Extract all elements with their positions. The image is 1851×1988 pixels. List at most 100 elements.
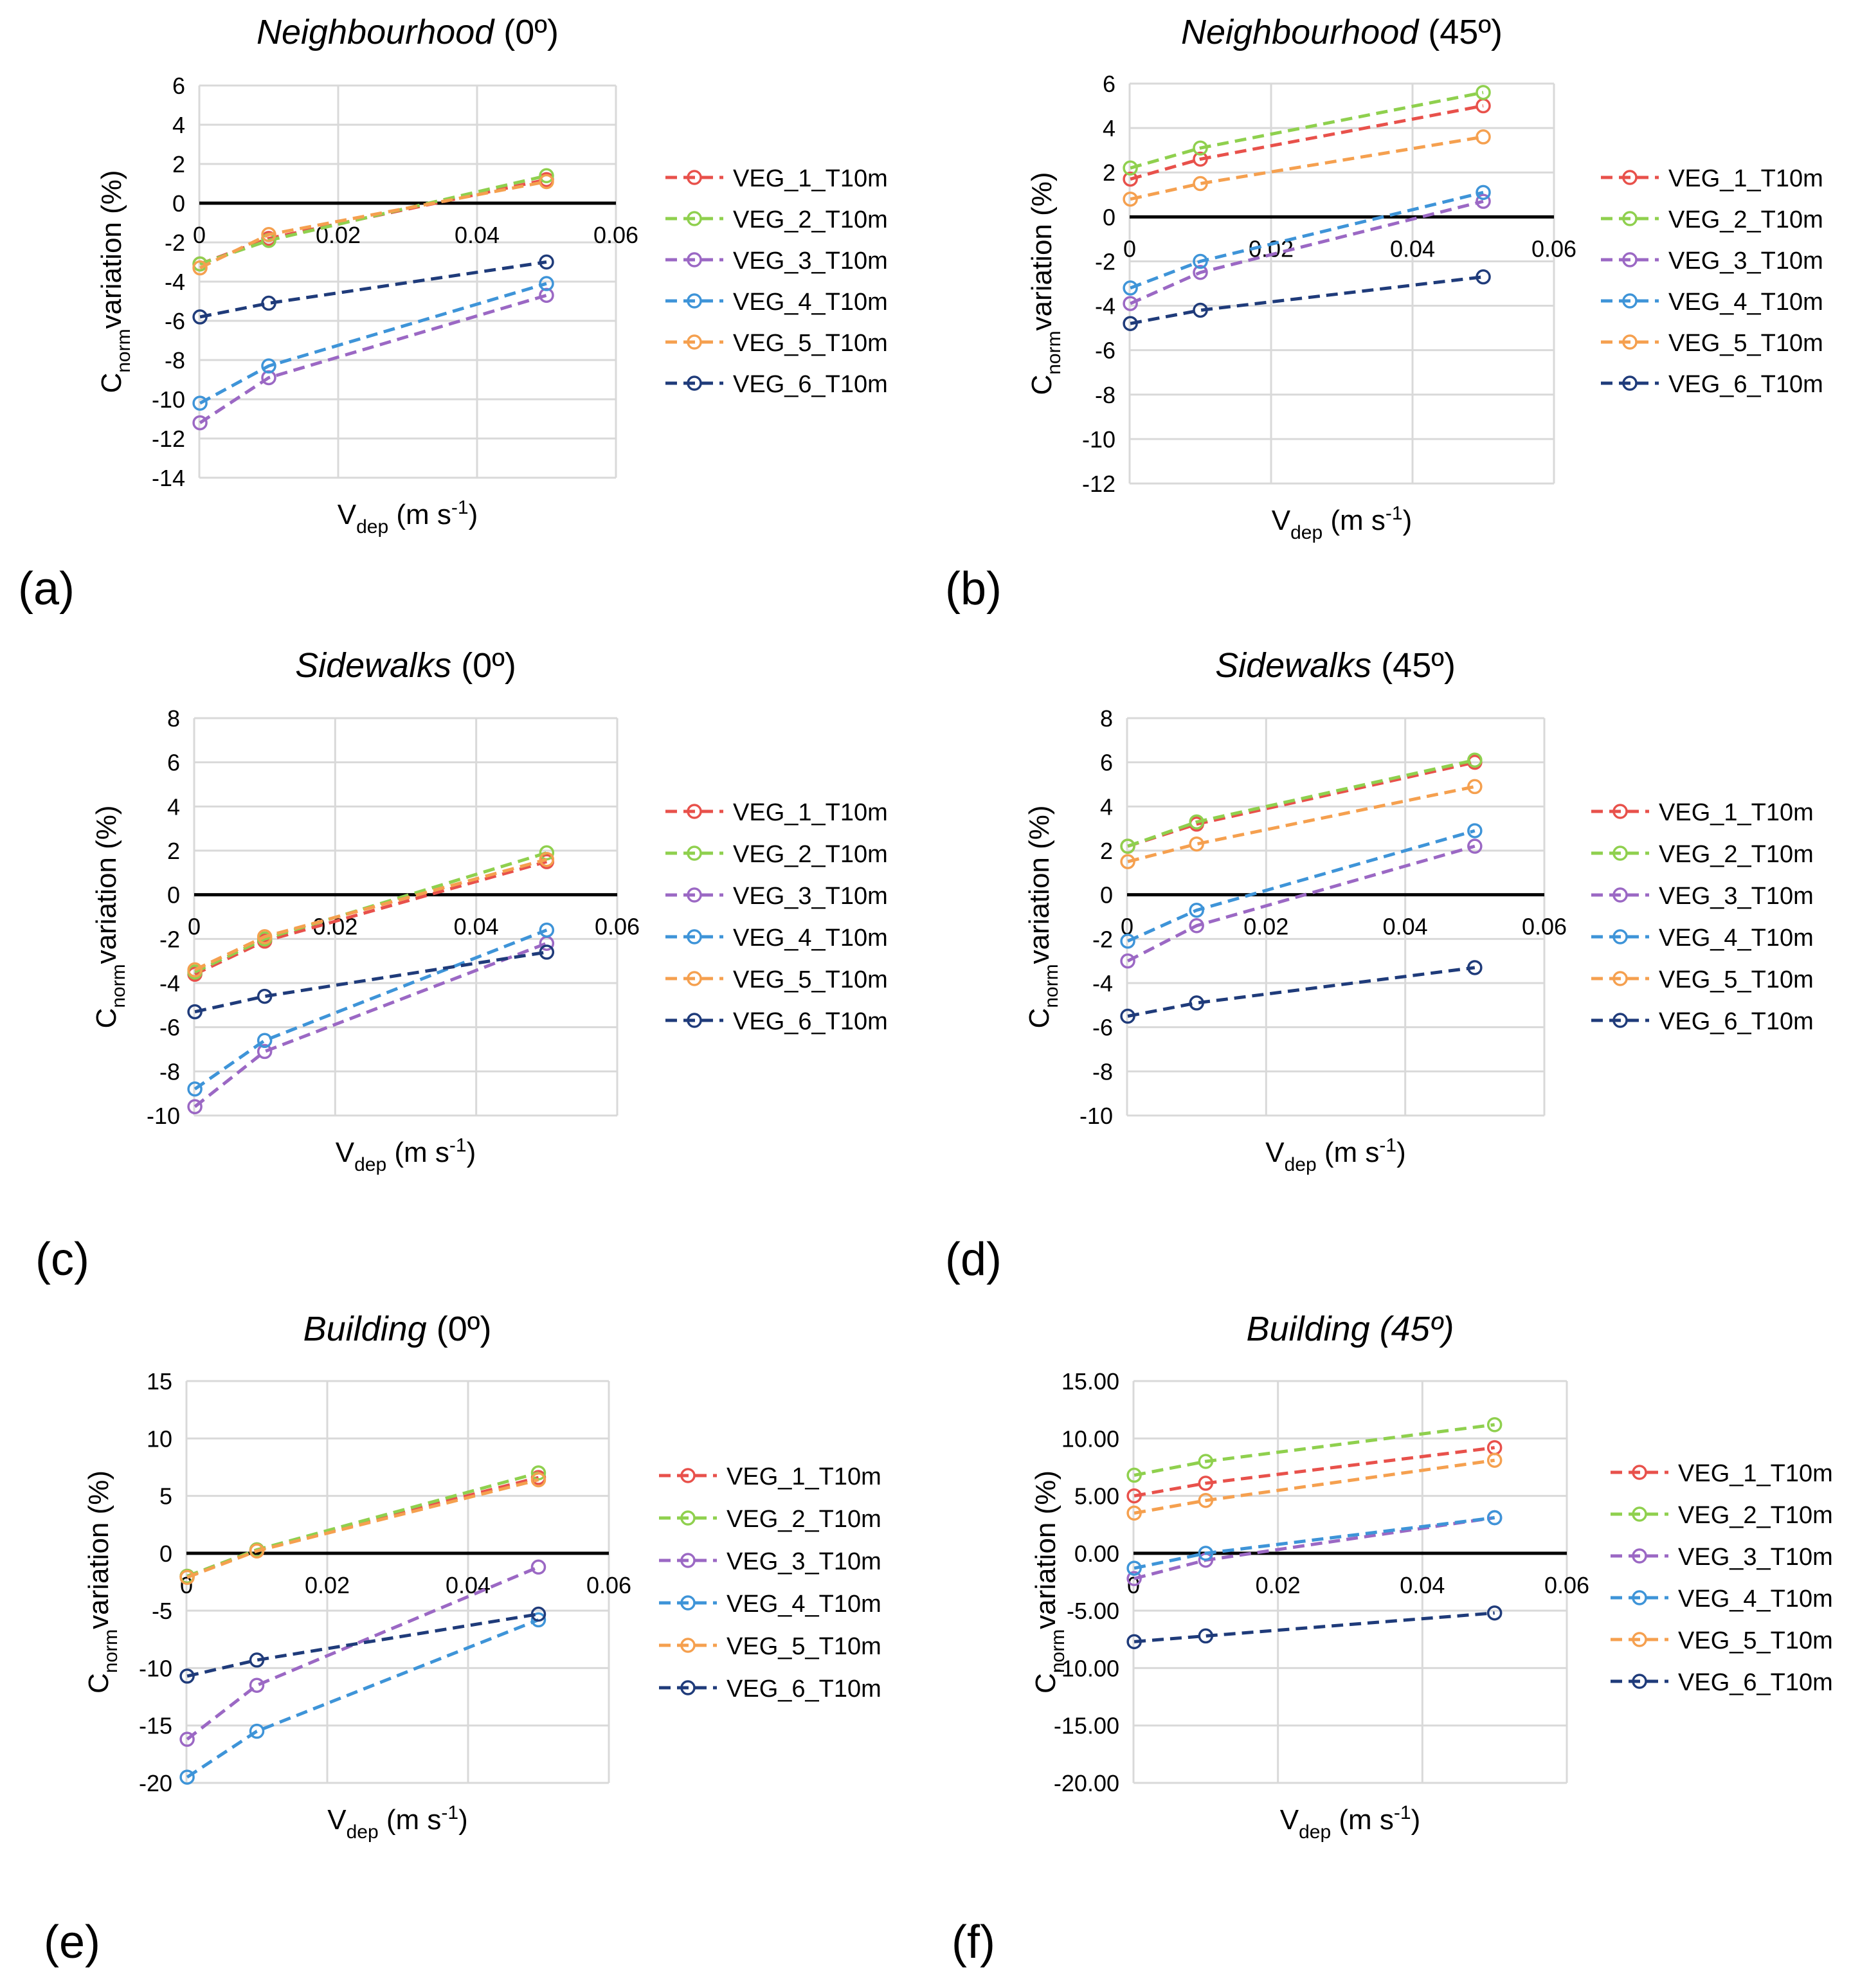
x-tick-label: 0 — [1121, 914, 1133, 940]
x-axis-label-units: (m s — [1331, 1804, 1394, 1836]
y-tick-label: -6 — [1092, 1015, 1113, 1041]
data-point-VEG_6_T10m — [1123, 316, 1138, 331]
legend-item: VEG_1_T10m — [1611, 1460, 1833, 1487]
y-tick-label: -10.00 — [1054, 1655, 1119, 1681]
series-line-VEG_2_T10m — [194, 851, 548, 974]
legend-item: VEG_1_T10m — [665, 799, 888, 826]
x-axis-label-sub: dep — [1285, 1154, 1317, 1175]
chart-title-italic: Building (45º) — [1247, 1310, 1454, 1348]
data-point-VEG_3_T10m — [1467, 838, 1483, 854]
y-tick-label: -6 — [1095, 338, 1115, 364]
data-point-VEG_5_T10m — [187, 962, 203, 978]
series-line-VEG_6_T10m — [194, 950, 547, 1014]
series-line-VEG_3_T10m — [186, 1565, 539, 1741]
y-tick-label: -10 — [147, 1103, 180, 1129]
legend-label: VEG_3_T10m — [727, 1548, 881, 1575]
y-axis-label-sub: norm — [113, 329, 134, 372]
legend-swatch-marker — [687, 845, 702, 861]
legend-label: VEG_3_T10m — [733, 248, 888, 275]
data-point-VEG_3_T10m — [179, 1731, 195, 1747]
y-tick-label: 6 — [167, 750, 180, 776]
legend-label: VEG_5_T10m — [1659, 966, 1814, 993]
data-point-VEG_6_T10m — [1467, 960, 1483, 975]
data-point-VEG_6_T10m — [539, 254, 554, 270]
legend-item: VEG_4_T10m — [1611, 1586, 1833, 1613]
legend-label: VEG_6_T10m — [733, 1008, 888, 1035]
legend-label: VEG_2_T10m — [727, 1506, 881, 1533]
legend-item: VEG_2_T10m — [1601, 206, 1823, 233]
series-line-VEG_3_T10m — [1130, 199, 1484, 305]
x-axis-label-main: V — [336, 1137, 355, 1168]
series-line-VEG_4_T10m — [194, 928, 548, 1090]
legend-label: VEG_1_T10m — [727, 1463, 881, 1490]
legend-label: VEG_6_T10m — [1659, 1008, 1814, 1035]
legend-swatch-marker — [1612, 887, 1628, 903]
y-axis-label: Cnormvariation (%) — [1024, 805, 1062, 1028]
y-tick-label: -14 — [152, 465, 185, 491]
data-point-VEG_4_T10m — [1198, 1546, 1214, 1561]
data-point-VEG_2_T10m — [1476, 85, 1491, 100]
y-tick-label: -8 — [159, 1058, 180, 1085]
data-point-VEG_4_T10m — [539, 276, 554, 291]
legend-label: VEG_2_T10m — [733, 841, 888, 868]
y-axis-label-main: C — [83, 1673, 114, 1694]
y-tick-label: -5 — [152, 1598, 172, 1624]
x-tick-label: 0 — [193, 222, 206, 248]
data-point-VEG_6_T10m — [1189, 995, 1204, 1011]
y-tick-label: 6 — [172, 73, 185, 99]
y-tick-label: 8 — [1100, 705, 1113, 732]
x-axis-label-close: ) — [1403, 505, 1413, 536]
data-point-VEG_5_T10m — [530, 1472, 546, 1488]
y-tick-label: -4 — [1095, 293, 1115, 320]
y-tick-label: 10 — [147, 1425, 172, 1452]
y-tick-label: 6 — [1100, 750, 1113, 776]
legend-item: VEG_2_T10m — [1591, 841, 1814, 868]
data-point-VEG_4_T10m — [1189, 902, 1204, 918]
legend-item: VEG_5_T10m — [665, 966, 888, 993]
y-axis-label-main: C — [96, 373, 127, 393]
series-line-VEG_5_T10m — [194, 858, 547, 971]
y-tick-label: -6 — [165, 308, 185, 334]
x-axis-label: Vdep (m s-1) — [338, 497, 478, 538]
data-point-VEG_3_T10m — [249, 1677, 265, 1693]
legend-label: VEG_6_T10m — [733, 371, 888, 398]
legend-item: VEG_1_T10m — [665, 165, 888, 192]
legend-swatch-marker — [1612, 971, 1628, 986]
chart-title-rest: (0º) — [494, 13, 559, 51]
chart-title: Sidewalks (0º) — [295, 646, 516, 685]
legend-swatch-marker — [680, 1680, 696, 1695]
y-tick-label: 2 — [172, 151, 185, 177]
y-tick-label: -5.00 — [1067, 1598, 1119, 1624]
data-point-VEG_4_T10m — [249, 1723, 265, 1739]
panel-label: (f) — [952, 1917, 995, 1968]
x-axis-label: Vdep (m s-1) — [336, 1135, 476, 1175]
data-point-VEG_4_T10m — [530, 1612, 546, 1628]
data-point-VEG_5_T10m — [192, 260, 208, 276]
y-tick-label: -2 — [159, 926, 180, 952]
series-line-VEG_4_T10m — [199, 282, 547, 405]
y-axis-label-rest: variation (%) — [1026, 172, 1058, 330]
y-axis-label-main: C — [91, 1008, 122, 1029]
x-tick-label: 0.04 — [446, 1572, 491, 1598]
y-axis-label-rest: variation (%) — [83, 1470, 114, 1629]
chart-title-italic: Building — [303, 1310, 427, 1348]
panel-label: (d) — [945, 1234, 1002, 1285]
panel-label: (c) — [35, 1234, 89, 1285]
y-tick-label: 0.00 — [1074, 1541, 1119, 1567]
y-tick-label: -15.00 — [1054, 1713, 1119, 1739]
legend-label: VEG_4_T10m — [733, 925, 888, 952]
y-tick-label: -12 — [152, 426, 185, 452]
series-line-VEG_1_T10m — [1133, 1446, 1495, 1498]
data-point-VEG_2_T10m — [1123, 160, 1138, 176]
data-point-VEG_3_T10m — [1476, 194, 1491, 209]
legend-item: VEG_3_T10m — [665, 883, 888, 910]
y-axis-label-sub: norm — [1047, 1629, 1069, 1673]
legend-swatch-marker — [1632, 1548, 1647, 1564]
x-axis-label-sub: dep — [1299, 1821, 1331, 1843]
legend-swatch-marker — [1632, 1590, 1647, 1605]
legend-swatch-marker — [687, 334, 702, 350]
legend-swatch-marker — [680, 1510, 696, 1526]
y-tick-label: -20 — [139, 1770, 172, 1796]
legend-swatch-marker — [1612, 804, 1628, 819]
